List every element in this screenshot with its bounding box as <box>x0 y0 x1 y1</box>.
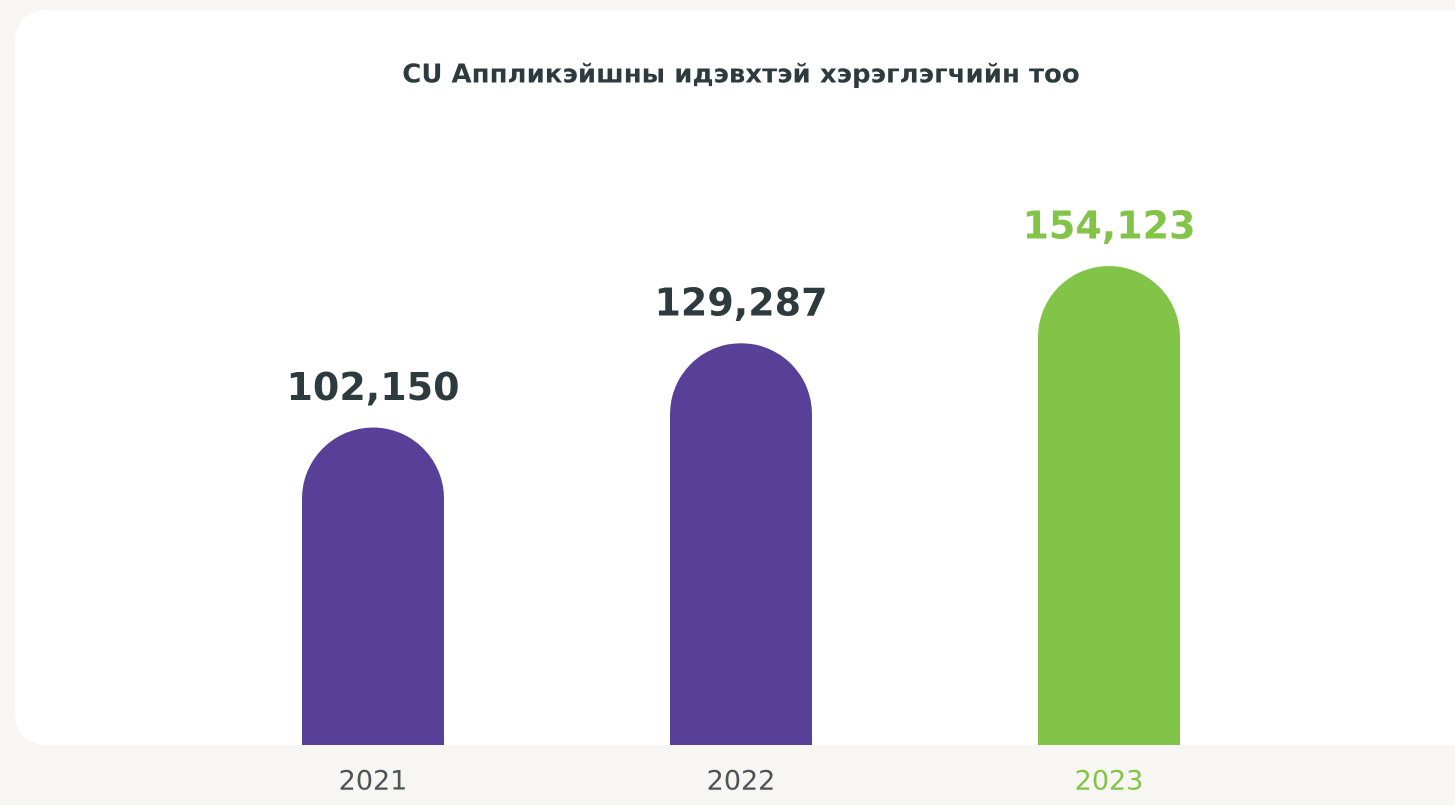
x-tick-label: 2022 <box>707 766 776 797</box>
bar <box>302 427 444 745</box>
value-label: 102,150 <box>286 365 459 409</box>
x-tick-label: 2021 <box>339 766 408 797</box>
chart-title: CU Аппликэйшны идэвхтэй хэрэглэгчийн тоо <box>402 60 1080 90</box>
value-label: 154,123 <box>1022 204 1195 248</box>
bar <box>1038 266 1180 745</box>
bar <box>670 343 812 745</box>
x-tick-label: 2023 <box>1075 766 1144 797</box>
value-label: 129,287 <box>654 281 827 325</box>
